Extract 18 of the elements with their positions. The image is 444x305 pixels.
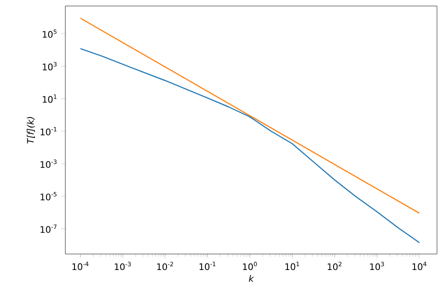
y-tick-label: 10$^{-3}$ (40, 160, 57, 168)
x-tick-label: 10$^{0}$ (243, 262, 257, 270)
y-axis-title: T[f](k) (26, 117, 35, 144)
x-tick-label: 10$^{3}$ (370, 262, 384, 270)
x-axis-title: k (248, 274, 254, 282)
y-tick-label: 10$^{5}$ (42, 29, 57, 38)
y-tick-label: 10$^{-5}$ (40, 192, 57, 200)
y-tick-label: 10$^{-1}$ (40, 127, 56, 136)
x-tick-label: 10$^{-4}$ (72, 262, 89, 270)
y-tick-label: 10$^{3}$ (42, 62, 57, 70)
x-tick-label: 10$^{2}$ (328, 262, 342, 270)
x-tick-label: 10$^{-3}$ (114, 262, 131, 270)
x-tick-label: 10$^{1}$ (285, 262, 300, 270)
y-tick-label: 10$^{-7}$ (40, 224, 57, 233)
x-tick-label: 10$^{-1}$ (200, 262, 216, 270)
x-tick-label: 10$^{4}$ (412, 262, 426, 270)
y-tick-label: 10$^{1}$ (42, 94, 56, 103)
x-tick-label: 10$^{-2}$ (157, 262, 173, 270)
